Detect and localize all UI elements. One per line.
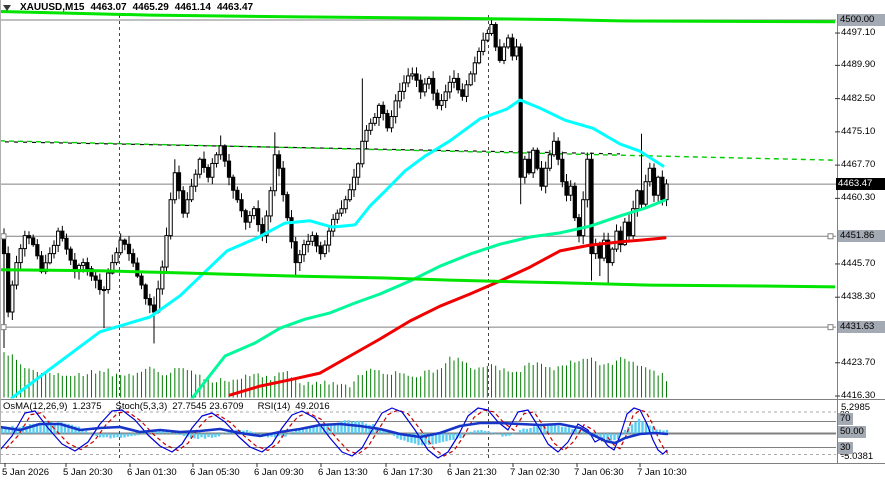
time-label: 6 Jan 09:30 <box>254 467 304 478</box>
time-label: 6 Jan 05:30 <box>190 467 240 478</box>
osma-label: OsMA(12,26,9) <box>3 401 68 412</box>
price-axis-label: 4489.90 <box>841 59 876 71</box>
price-level-tag: 4451.86 <box>838 230 885 243</box>
time-label: 7 Jan 10:30 <box>637 467 687 478</box>
symbol-period-label: XAUUSD,M15 <box>20 2 85 13</box>
ma-mid-spring[interactable] <box>190 198 667 401</box>
stochastic-signal-line <box>5 409 668 457</box>
price-axis-label: 4497.10 <box>841 27 876 39</box>
time-label: 5 Jan 20:30 <box>63 467 113 478</box>
time-label: 6 Jan 17:30 <box>383 467 433 478</box>
chart-title-bar: XAUUSD,M15 4463.07 4465.29 4461.14 4463.47 <box>3 1 259 14</box>
price-level-tag: 4431.63 <box>838 321 885 334</box>
indicator-panel-layer[interactable] <box>0 401 836 461</box>
line-handle[interactable] <box>827 233 834 240</box>
indicator-level-tag: 70 <box>838 413 853 425</box>
indicator-legend: OsMA(12,26,9) 1.2375 Stoch(5,3,3) 27.7545 2… <box>3 401 344 412</box>
line-handle[interactable] <box>827 324 834 331</box>
line-handle[interactable] <box>0 324 7 331</box>
indicator-level-tag: 50.00 <box>838 426 866 438</box>
ma-fast-cyan[interactable] <box>10 98 665 399</box>
indicator-axis-label: 5.2985 <box>841 402 871 413</box>
stochastic-main-line <box>0 407 668 459</box>
resistance-green-line[interactable] <box>0 10 836 24</box>
open-value: 4463.07 <box>90 2 127 13</box>
price-axis-label: 4445.70 <box>841 257 876 269</box>
green-dashed-trendline[interactable] <box>0 140 836 161</box>
price-level-tag: 4500.00 <box>838 14 885 26</box>
stoch-values: 27.7545 23.6709 <box>172 401 244 412</box>
time-label: 6 Jan 21:30 <box>447 467 497 478</box>
indicator-axis-label: -5.0381 <box>841 451 874 462</box>
price-axis-label: 4423.70 <box>841 356 876 368</box>
candlesticks <box>1 18 669 348</box>
current-price-tag: 4463.47 <box>836 178 885 191</box>
volume-histogram <box>3 352 668 398</box>
close-value: 4463.47 <box>216 2 254 13</box>
time-label: 6 Jan 01:30 <box>127 467 177 478</box>
rsi-label: RSI(14) <box>257 401 291 412</box>
support-green-line[interactable] <box>0 268 836 289</box>
main-chart-layer <box>0 10 836 401</box>
price-axis-label: 4467.70 <box>841 159 876 171</box>
time-label: 7 Jan 06:30 <box>574 467 624 478</box>
chart-title: XAUUSD,M15 4463.07 4465.29 4461.14 4463.47 <box>20 2 259 13</box>
high-value: 4465.29 <box>132 2 169 13</box>
one-click-trading-collapse-icon[interactable] <box>3 4 11 11</box>
rsi-value: 49.2016 <box>295 401 330 412</box>
price-axis-label: 4460.30 <box>841 192 876 204</box>
time-label: 5 Jan 2026 <box>2 467 50 478</box>
low-value: 4461.14 <box>174 2 211 13</box>
price-axis-label: 4475.10 <box>841 125 876 137</box>
rsi-line <box>0 421 669 445</box>
ma-slow-red[interactable] <box>228 236 667 397</box>
time-label: 7 Jan 02:30 <box>510 467 560 478</box>
price-axis-label: 4416.30 <box>841 390 876 402</box>
price-axis-label: 4438.30 <box>841 291 876 303</box>
osma-value: 1.2375 <box>72 401 102 412</box>
price-axis-label: 4482.50 <box>841 92 876 104</box>
time-label: 6 Jan 13:30 <box>318 467 368 478</box>
stoch-label: Stoch(5,3,3) <box>115 401 168 412</box>
line-handle[interactable] <box>0 233 7 240</box>
indicator-level-tag: 30 <box>838 442 853 454</box>
